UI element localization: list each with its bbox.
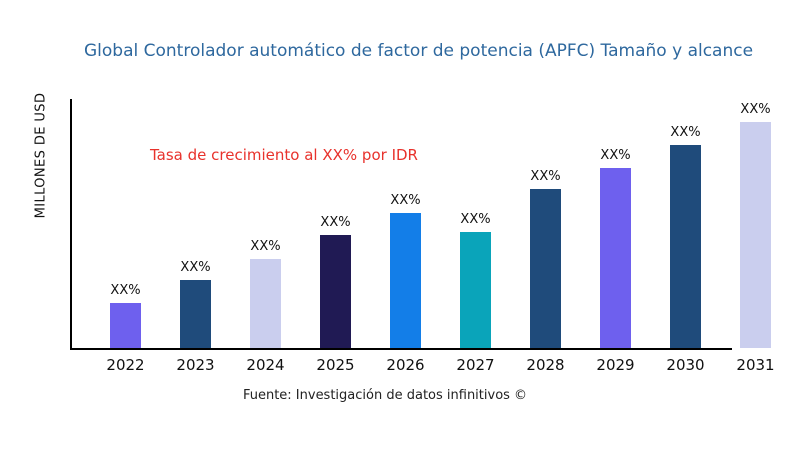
bar-value-label-2031: XX%	[740, 102, 771, 117]
bar-2029	[600, 168, 631, 348]
bar-value-label-2027: XX%	[460, 212, 491, 227]
x-axis-tick-label-2024: 2024	[246, 356, 285, 374]
bar-2028	[530, 189, 561, 348]
bar-2023	[180, 280, 211, 348]
bar-2026	[390, 213, 421, 348]
bar-value-label-2025: XX%	[320, 215, 351, 230]
bar-value-label-2022: XX%	[110, 283, 141, 298]
growth-rate-annotation: Tasa de crecimiento al XX% por IDR	[150, 146, 418, 164]
x-axis-tick-label-2027: 2027	[456, 356, 495, 374]
bar-2027	[460, 232, 491, 348]
x-axis-tick-label-2028: 2028	[526, 356, 565, 374]
x-axis-tick-label-2023: 2023	[176, 356, 215, 374]
x-axis-line	[70, 348, 732, 350]
x-axis-tick-label-2025: 2025	[316, 356, 355, 374]
bar-value-label-2023: XX%	[180, 260, 211, 275]
bar-2030	[670, 145, 701, 348]
x-axis-tick-label-2029: 2029	[596, 356, 635, 374]
bar-value-label-2029: XX%	[600, 148, 631, 163]
chart-title: Global Controlador automático de factor …	[84, 41, 754, 61]
bar-value-label-2024: XX%	[250, 239, 281, 254]
x-axis-tick-label-2022: 2022	[106, 356, 145, 374]
y-axis-line	[70, 99, 72, 350]
source-note: Fuente: Investigación de datos infinitiv…	[242, 388, 528, 403]
bar-value-label-2026: XX%	[390, 193, 421, 208]
bar-value-label-2028: XX%	[530, 169, 561, 184]
bar-value-label-2030: XX%	[670, 125, 701, 140]
bar-2025	[320, 235, 351, 348]
bar-2022	[110, 303, 141, 348]
bar-2031	[740, 122, 771, 348]
x-axis-tick-label-2030: 2030	[666, 356, 705, 374]
x-axis-tick-label-2026: 2026	[386, 356, 425, 374]
x-axis-tick-label-2031: 2031	[736, 356, 775, 374]
bar-2024	[250, 259, 281, 348]
